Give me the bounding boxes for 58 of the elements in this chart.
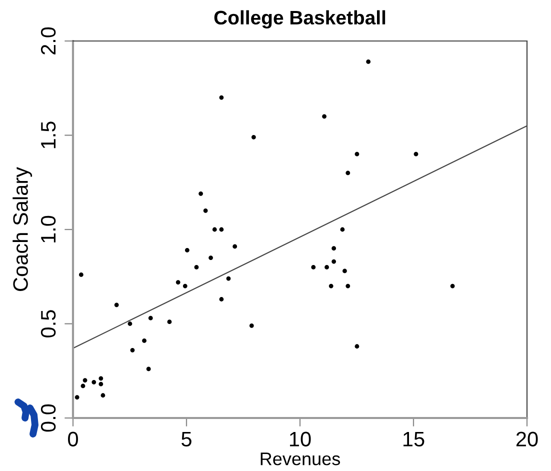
- x-tick-label: 10: [290, 432, 311, 446]
- point: [128, 322, 132, 326]
- point: [219, 227, 224, 232]
- point: [226, 276, 231, 281]
- point: [92, 380, 96, 384]
- point: [232, 244, 238, 249]
- point: [342, 268, 347, 274]
- point: [100, 393, 106, 398]
- point: [82, 378, 88, 382]
- point: [184, 248, 190, 252]
- point: [219, 297, 224, 302]
- point: [203, 208, 208, 213]
- point: [346, 170, 350, 176]
- point: [366, 60, 371, 64]
- point: [332, 259, 336, 264]
- point: [212, 227, 217, 232]
- point: [98, 376, 104, 381]
- point: [354, 152, 360, 156]
- point: [142, 338, 146, 343]
- x-axis-title: Revenues: [260, 452, 340, 466]
- point: [322, 114, 326, 119]
- point: [167, 320, 172, 324]
- point: [176, 280, 180, 284]
- point: [130, 348, 135, 352]
- point: [182, 284, 188, 288]
- point: [414, 152, 418, 156]
- point: [80, 384, 86, 388]
- chart-title: College Basketball: [214, 10, 386, 28]
- point: [74, 395, 80, 400]
- point: [146, 366, 151, 372]
- point: [249, 323, 254, 328]
- point: [194, 265, 199, 270]
- point: [251, 134, 256, 140]
- point: [340, 227, 345, 232]
- y-tick-label: 1.0: [40, 216, 56, 242]
- point: [148, 316, 153, 320]
- point: [332, 246, 336, 251]
- x-tick-label: 20: [516, 432, 538, 446]
- point: [450, 284, 455, 288]
- x-tick-label: 15: [404, 432, 424, 446]
- point: [78, 272, 84, 277]
- point: [208, 256, 213, 260]
- point: [328, 284, 334, 288]
- point: [198, 191, 203, 196]
- y-axis-title: Coach Salary: [12, 167, 32, 291]
- x-tick-label: 0: [68, 432, 78, 446]
- y-tick-label: 0.0: [40, 404, 56, 432]
- point: [354, 344, 360, 349]
- y-tick-label: 0.5: [40, 310, 56, 338]
- point: [346, 284, 350, 288]
- point: [311, 265, 316, 270]
- x-tick-label: 5: [182, 432, 192, 446]
- point: [324, 265, 329, 270]
- point: [98, 382, 104, 386]
- point: [219, 95, 224, 100]
- point: [114, 302, 119, 308]
- y-tick-label: 2.0: [40, 27, 56, 54]
- y-tick-label: 1.5: [41, 122, 56, 148]
